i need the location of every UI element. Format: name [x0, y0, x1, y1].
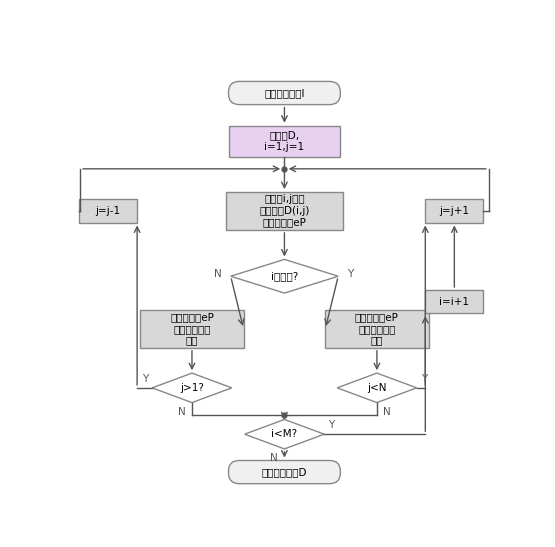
FancyBboxPatch shape	[229, 82, 340, 104]
Bar	[226, 192, 342, 230]
Text: j>1?: j>1?	[180, 383, 204, 393]
Text: 输入正弦光栅I: 输入正弦光栅I	[264, 88, 305, 98]
Bar	[140, 310, 244, 348]
Text: 计算（i,j）像
素对应的D(i,j)
和量化误差eP: 计算（i,j）像 素对应的D(i,j) 和量化误差eP	[259, 194, 310, 228]
Text: i=i+1: i=i+1	[440, 296, 470, 306]
Text: 初始化D,
i=1,j=1: 初始化D, i=1,j=1	[264, 131, 305, 152]
Text: Y: Y	[421, 374, 427, 383]
FancyBboxPatch shape	[229, 461, 340, 484]
Text: N: N	[178, 407, 185, 417]
Polygon shape	[152, 373, 232, 403]
Text: i<M?: i<M?	[271, 429, 297, 439]
Text: Y: Y	[142, 374, 148, 383]
Text: j=j+1: j=j+1	[440, 206, 470, 216]
Bar	[425, 199, 483, 223]
Text: j<N: j<N	[367, 383, 387, 393]
Text: 从左到右将eP
按照相应系数
扩散: 从左到右将eP 按照相应系数 扩散	[355, 312, 399, 346]
Polygon shape	[245, 420, 324, 449]
Bar	[79, 199, 137, 223]
Bar	[325, 310, 428, 348]
Text: Y: Y	[329, 420, 335, 430]
Text: 得到抖动光栅D: 得到抖动光栅D	[262, 467, 307, 477]
Text: i为奇数?: i为奇数?	[271, 271, 298, 281]
Text: N: N	[384, 407, 391, 417]
Bar	[425, 290, 483, 313]
Bar	[229, 126, 340, 157]
Text: Y: Y	[347, 269, 353, 279]
Text: N: N	[270, 453, 278, 463]
Text: j=j-1: j=j-1	[95, 206, 120, 216]
Polygon shape	[337, 373, 417, 403]
Polygon shape	[231, 259, 338, 293]
Text: 从右到左将eP
按照相应系数
扩散: 从右到左将eP 按照相应系数 扩散	[170, 312, 214, 346]
Text: N: N	[214, 269, 222, 279]
